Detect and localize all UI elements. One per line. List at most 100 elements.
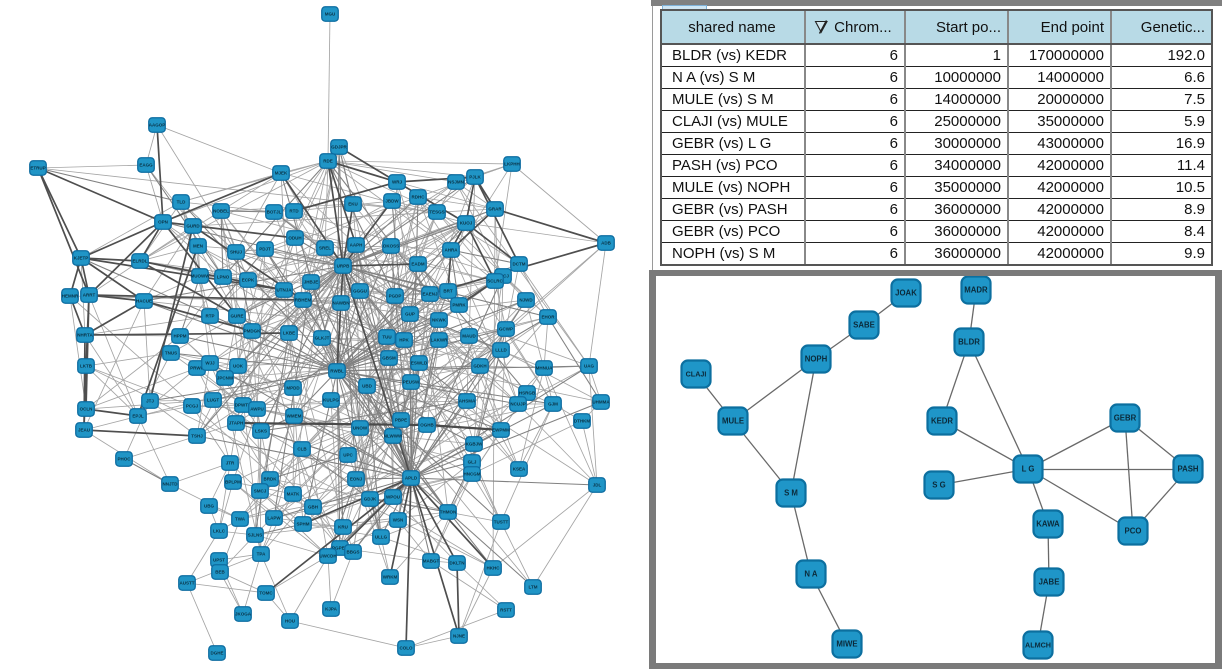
svg-text:UPC: UPC (343, 453, 353, 458)
svg-text:MULE: MULE (722, 417, 744, 426)
svg-text:TUSTT: TUSTT (494, 520, 509, 525)
svg-text:NOBEL: NOBEL (213, 209, 229, 214)
svg-text:RBHEM: RBHEM (295, 298, 312, 303)
svg-text:BPLPM: BPLPM (225, 480, 241, 485)
svg-text:KUOJ: KUOJ (460, 221, 473, 226)
svg-text:BLDR: BLDR (958, 338, 980, 347)
svg-text:UBG: UBG (204, 504, 214, 509)
svg-text:GURE: GURE (230, 314, 243, 319)
svg-text:EKU: EKU (348, 202, 358, 207)
svg-text:NAWBN: NAWBN (333, 301, 350, 306)
svg-text:GRAR: GRAR (488, 207, 502, 212)
svg-text:PBPE: PBPE (395, 418, 407, 423)
svg-text:GUP: GUP (405, 312, 415, 317)
svg-text:SMCJ: SMCJ (254, 489, 267, 494)
svg-text:DCTM: DCTM (513, 262, 526, 267)
svg-text:PCGJ: PCGJ (186, 404, 199, 409)
svg-text:EAENJ: EAENJ (422, 292, 438, 297)
svg-text:DKLTN: DKLTN (450, 561, 465, 566)
svg-text:JDL: JDL (593, 483, 602, 488)
svg-text:KGBJW: KGBJW (466, 442, 484, 447)
svg-text:PCO: PCO (1125, 527, 1142, 536)
svg-text:COLO: COLO (400, 646, 413, 651)
svg-text:CLAJI: CLAJI (686, 370, 707, 379)
svg-text:LSKS: LSKS (255, 429, 267, 434)
svg-text:TUU: TUU (382, 335, 391, 340)
svg-text:DTHKM: DTHKM (574, 419, 590, 424)
svg-text:AAGOP: AAGOP (149, 123, 166, 128)
svg-text:AWPU: AWPU (250, 407, 264, 412)
svg-text:EPJL: EPJL (132, 414, 144, 419)
svg-text:KRU: KRU (338, 525, 348, 530)
svg-text:S G: S G (932, 481, 945, 490)
svg-text:LAKWR: LAKWR (431, 338, 448, 343)
svg-text:SREL: SREL (319, 246, 331, 251)
svg-text:S M: S M (784, 489, 798, 498)
svg-text:JTAPH: JTAPH (229, 421, 243, 426)
svg-text:DGHE: DGHE (210, 651, 223, 656)
svg-text:EAGG: EAGG (139, 163, 153, 168)
svg-text:UTNJA: UTNJA (276, 288, 292, 293)
svg-text:HNCGM: HNCGM (464, 472, 481, 477)
svg-text:URPB: URPB (337, 264, 351, 269)
svg-text:NJWD: NJWD (519, 298, 533, 303)
svg-text:KAWA: KAWA (1036, 520, 1060, 529)
svg-text:PDJT: PDJT (259, 247, 271, 252)
svg-text:RWBL: RWBL (330, 369, 344, 374)
svg-text:UAG: UAG (584, 364, 594, 369)
svg-text:NJNE: NJNE (453, 634, 465, 639)
svg-text:OGHB: OGHB (420, 423, 434, 428)
svg-text:PASH: PASH (1177, 465, 1198, 474)
svg-text:EONJ: EONJ (350, 477, 363, 482)
svg-text:HKHC: HKHC (487, 566, 501, 571)
svg-text:AAPH: AAPH (350, 243, 363, 248)
svg-text:MGU: MGU (325, 12, 336, 17)
svg-text:L G: L G (1022, 465, 1035, 474)
svg-text:RSTT: RSTT (500, 608, 512, 613)
svg-text:GBH: GBH (308, 505, 318, 510)
svg-text:MAUD: MAUD (462, 334, 476, 339)
svg-text:ELRDL: ELRDL (133, 259, 148, 264)
svg-text:HPPM: HPPM (173, 334, 186, 339)
svg-text:KEDR: KEDR (931, 417, 953, 426)
svg-text:HSRGB: HSRGB (519, 391, 536, 396)
svg-text:LKTB: LKTB (80, 364, 93, 369)
svg-text:DPWTN: DPWTN (235, 403, 252, 408)
svg-text:PGPEK: PGPEK (332, 546, 349, 551)
svg-text:ALMCH: ALMCH (1025, 641, 1051, 650)
svg-text:UBD: UBD (362, 384, 372, 389)
svg-text:EADM: EADM (411, 262, 425, 267)
svg-text:KULPG: KULPG (323, 398, 339, 403)
svg-text:GDKH: GDKH (473, 364, 486, 369)
svg-text:NNJTD: NNJTD (162, 482, 178, 487)
svg-text:WJJ: WJJ (205, 361, 215, 366)
svg-text:GLJ: GLJ (468, 460, 477, 465)
svg-text:HACUE: HACUE (136, 299, 152, 304)
svg-text:HOU: HOU (285, 619, 295, 624)
svg-text:KJPA: KJPA (325, 607, 337, 612)
svg-text:MABGT: MABGT (423, 559, 440, 564)
svg-text:LTM: LTM (529, 585, 538, 590)
svg-text:LPNO: LPNO (217, 275, 230, 280)
svg-text:GLKJT: GLKJT (315, 336, 330, 341)
svg-text:MJEK: MJEK (275, 171, 288, 176)
svg-text:MPDD: MPDD (286, 386, 300, 391)
svg-text:GJM: GJM (548, 402, 558, 407)
svg-text:N A: N A (804, 570, 818, 579)
svg-text:UHMMA: UHMMA (592, 400, 610, 405)
svg-text:CLB: CLB (297, 447, 307, 452)
svg-text:ECPK: ECPK (242, 278, 255, 283)
svg-text:PRWU: PRWU (190, 366, 204, 371)
svg-text:JPCNW: JPCNW (217, 376, 234, 381)
svg-text:ARRT: ARRT (83, 293, 96, 298)
svg-text:BEB: BEB (215, 570, 225, 575)
svg-text:JABE: JABE (1039, 578, 1060, 587)
svg-text:GDJPR: GDJPR (331, 145, 347, 150)
svg-text:KSEA: KSEA (513, 467, 526, 472)
svg-text:ODUH: ODUH (288, 236, 301, 241)
svg-text:GURD: GURD (186, 224, 200, 229)
svg-text:SJLNS: SJLNS (248, 533, 263, 538)
svg-text:PGDP: PGDP (389, 294, 402, 299)
svg-text:JEAU: JEAU (78, 428, 90, 433)
svg-text:TOMC: TOMC (259, 591, 273, 596)
